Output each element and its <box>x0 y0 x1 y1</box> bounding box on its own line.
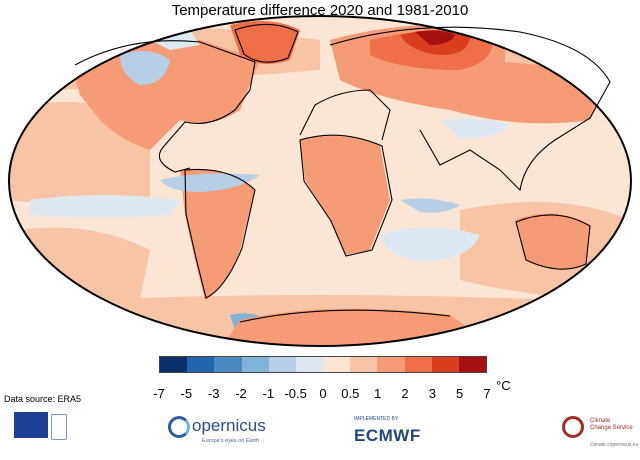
data-source-label: Data source: ERA5 <box>4 394 82 404</box>
colorbar-tick-11: 5 <box>456 386 464 401</box>
eu-flag-icon <box>14 412 48 438</box>
colorbar-segment-8 <box>377 357 405 372</box>
temperature-anomaly-map <box>8 15 632 347</box>
c3s-logo: Climate Change Service climate.copernicu… <box>562 414 638 458</box>
ecmwf-wordmark: ECMWF <box>354 426 421 445</box>
colorbar-segment-9 <box>404 357 432 372</box>
colorbar-segment-1 <box>187 357 215 372</box>
implemented-by-label: IMPLEMENTED BY <box>354 416 399 422</box>
copernicus-wordmark: opernicus <box>192 416 266 435</box>
colorbar-tick-1: -5 <box>180 386 193 401</box>
c3s-name-line-2: Change Service <box>590 425 633 431</box>
colorbar-tick-2: -3 <box>207 386 220 401</box>
copernicus-logo: opernicus Europe's eyes on Earth <box>168 416 286 456</box>
commission-building-icon <box>51 414 67 440</box>
colorbar-segment-4 <box>268 357 296 372</box>
colorbar-ticks: -7 -5 -3 -2 -1 -0.5 0 0.5 1 2 3 5 7 <box>0 386 640 402</box>
colorbar-tick-5: -0.5 <box>284 386 307 401</box>
european-commission-logo <box>6 412 67 456</box>
colorbar-segment-6 <box>323 357 351 372</box>
c3s-url: climate.copernicus.eu <box>590 442 639 448</box>
colorbar-tick-12: 7 <box>483 386 491 401</box>
c3s-thermometer-icon <box>562 416 584 438</box>
globe-outline <box>8 15 632 347</box>
map-title: Temperature difference 2020 and 1981-201… <box>171 2 469 19</box>
colorbar-tick-6: 0 <box>319 386 327 401</box>
colorbar <box>159 356 487 373</box>
colorbar-segment-2 <box>214 357 242 372</box>
colorbar-segment-11 <box>458 357 487 372</box>
colorbar-tick-7: 0.5 <box>341 386 360 401</box>
copernicus-tagline: Europe's eyes on Earth <box>202 438 260 444</box>
c3s-name-line-1: Climate <box>590 418 611 424</box>
c3s-name: Climate Change Service <box>590 418 633 432</box>
colorbar-tick-4: -1 <box>262 386 275 401</box>
ecmwf-logo: IMPLEMENTED BY ECMWF <box>350 416 460 456</box>
colorbar-tick-8: 1 <box>374 386 382 401</box>
anomaly-field <box>9 16 631 346</box>
colorbar-segment-0 <box>160 357 188 372</box>
colorbar-segment-3 <box>241 357 269 372</box>
colorbar-segment-5 <box>295 357 324 372</box>
colorbar-tick-3: -2 <box>235 386 247 401</box>
colorbar-unit: °C <box>496 378 511 393</box>
coastlines <box>74 23 611 323</box>
colorbar-segment-7 <box>350 357 378 372</box>
colorbar-tick-0: -7 <box>153 386 165 401</box>
colorbar-tick-10: 3 <box>428 386 436 401</box>
colorbar-tick-9: 2 <box>401 386 409 401</box>
colorbar-segment-10 <box>431 357 459 372</box>
copernicus-ring-icon <box>168 416 190 438</box>
